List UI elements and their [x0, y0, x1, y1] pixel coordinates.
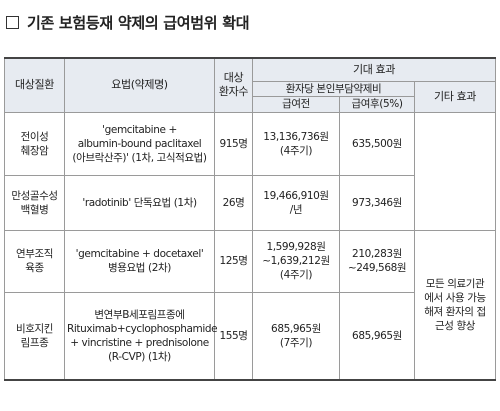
- cell-line: 635,500원: [352, 137, 402, 150]
- table-row: 비호지킨 림프종 변연부B세포림프종에 Rituximab+cyclophospha…: [4, 291, 496, 381]
- row-disease: 만성골수성 백혈병: [4, 174, 65, 231]
- cell-line: 13,136,736원: [263, 130, 329, 143]
- title-text: 기존 보험등재 약제의 급여범위 확대: [27, 13, 250, 32]
- header-line: 환자수: [218, 85, 249, 99]
- row-patients: 915명: [214, 111, 253, 176]
- cell-line: 병용요법 (2차): [108, 262, 171, 274]
- table-row: 만성골수성 백혈병 'radotinib' 단독요법 (1차) 26명 19,46…: [4, 174, 496, 231]
- row-cost-after: 210,283원 ~249,568원: [339, 229, 415, 293]
- row-regimen: 'gemcitabine + albumin-bound paclitaxel (아…: [64, 111, 215, 176]
- header-line: 대상: [223, 71, 244, 85]
- row-regimen: 'gemcitabine + docetaxel' 병용요법 (2차): [64, 229, 215, 293]
- cell-line: 'gemcitabine +: [102, 123, 177, 136]
- row-patients: 125명: [214, 229, 253, 293]
- cell-line: /년: [289, 203, 303, 216]
- cell-line: 'radotinib' 단독요법 (1차): [82, 196, 197, 209]
- header-other: 기타 효과: [413, 80, 497, 113]
- cell-line: 췌장암: [20, 144, 49, 157]
- header-disease: 대상질환: [4, 57, 65, 113]
- row-regimen: 'radotinib' 단독요법 (1차): [64, 174, 215, 231]
- cell-line: 210,283원: [352, 248, 402, 260]
- header-patients-text: 대상 환자수: [217, 71, 250, 99]
- cell-line: (4주기): [279, 144, 313, 157]
- cell-line: 백혈병: [20, 203, 49, 216]
- cell-line: (아브락산주)' (1차, 고식적요법): [72, 151, 207, 164]
- cell-line: 비호지킨: [15, 322, 54, 335]
- cell-line: 973,346원: [352, 196, 402, 209]
- cell-line: 변연부B세포림프종에: [94, 308, 185, 321]
- cell-line: (7주기): [279, 336, 313, 349]
- header-cost: 환자당 본인부담약제비: [252, 80, 415, 97]
- cell-line: 전이성: [20, 130, 49, 143]
- cell-line: 연부조직: [15, 248, 54, 260]
- cell-line: 근성 향상: [435, 319, 475, 332]
- header-before: 급여전: [252, 95, 340, 113]
- cell-line: 육종: [25, 262, 44, 274]
- row-cost-before: 19,466,910원/년: [252, 174, 340, 231]
- row-cost-after: 973,346원: [339, 174, 415, 231]
- other-effect-empty: [413, 111, 497, 231]
- header-after: 급여후(5%): [339, 95, 415, 113]
- header-regimen: 요법(약제명): [64, 57, 215, 113]
- row-disease: 비호지킨 림프종: [4, 291, 65, 381]
- cell-line: 19,466,910원: [263, 189, 329, 202]
- cell-line: 1,599,928원: [266, 241, 326, 253]
- cell-line: 685,965원: [271, 322, 321, 335]
- document-title: 기존 보험등재 약제의 급여범위 확대: [6, 10, 250, 34]
- cell-line: 685,965원: [352, 329, 402, 342]
- row-disease: 전이성 췌장암: [4, 111, 65, 176]
- checkbox-square-icon: [6, 15, 19, 29]
- cell-line: 림프종: [20, 336, 49, 349]
- table-row: 전이성 췌장암 'gemcitabine + albumin-bound pacli…: [4, 111, 497, 231]
- cell-line: 만성골수성: [11, 189, 58, 202]
- cell-line: ~249,568원: [347, 262, 407, 274]
- row-cost-before: 1,599,928원 ~1,639,212원 (4주기): [252, 229, 340, 293]
- cell-line: Rituximab+cyclophosphamide: [67, 322, 218, 335]
- row-patients: 155명: [214, 291, 253, 381]
- other-effect: 모든 의료기관 에서 사용 가능 해져 환자의 접 근성 향상: [413, 229, 497, 381]
- cell-line: 모든 의료기관: [425, 277, 485, 290]
- cell-line: ~1,639,212원: [262, 255, 330, 267]
- cell-line: 'gemcitabine + docetaxel': [75, 248, 204, 260]
- cell-line: 해져 환자의 접: [424, 305, 486, 318]
- cell-line: albumin-bound paclitaxel: [77, 137, 202, 150]
- row-cost-before: 685,965원 (7주기): [252, 291, 340, 381]
- header-patients: 대상 환자수: [214, 57, 253, 113]
- row-cost-after: 635,500원: [339, 111, 415, 176]
- header-effect: 기대 효과: [251, 57, 497, 82]
- cell-line: (R-CVP) (1차): [108, 350, 171, 363]
- cell-line: + vincristine + prednisolone: [70, 336, 209, 349]
- row-cost-before: 13,136,736원 (4주기): [252, 111, 340, 176]
- cell-line: (4주기): [279, 269, 313, 281]
- cell-line: 에서 사용 가능: [424, 291, 486, 304]
- row-cost-after: 685,965원: [339, 291, 415, 381]
- row-regimen: 변연부B세포림프종에 Rituximab+cyclophosphamide + vi…: [64, 291, 218, 381]
- benefit-expansion-table: 대상질환 요법(약제명) 대상 환자수 기대 효과 환자당 본인부담약제비 기타 …: [4, 57, 497, 381]
- row-patients: 26명: [214, 174, 253, 231]
